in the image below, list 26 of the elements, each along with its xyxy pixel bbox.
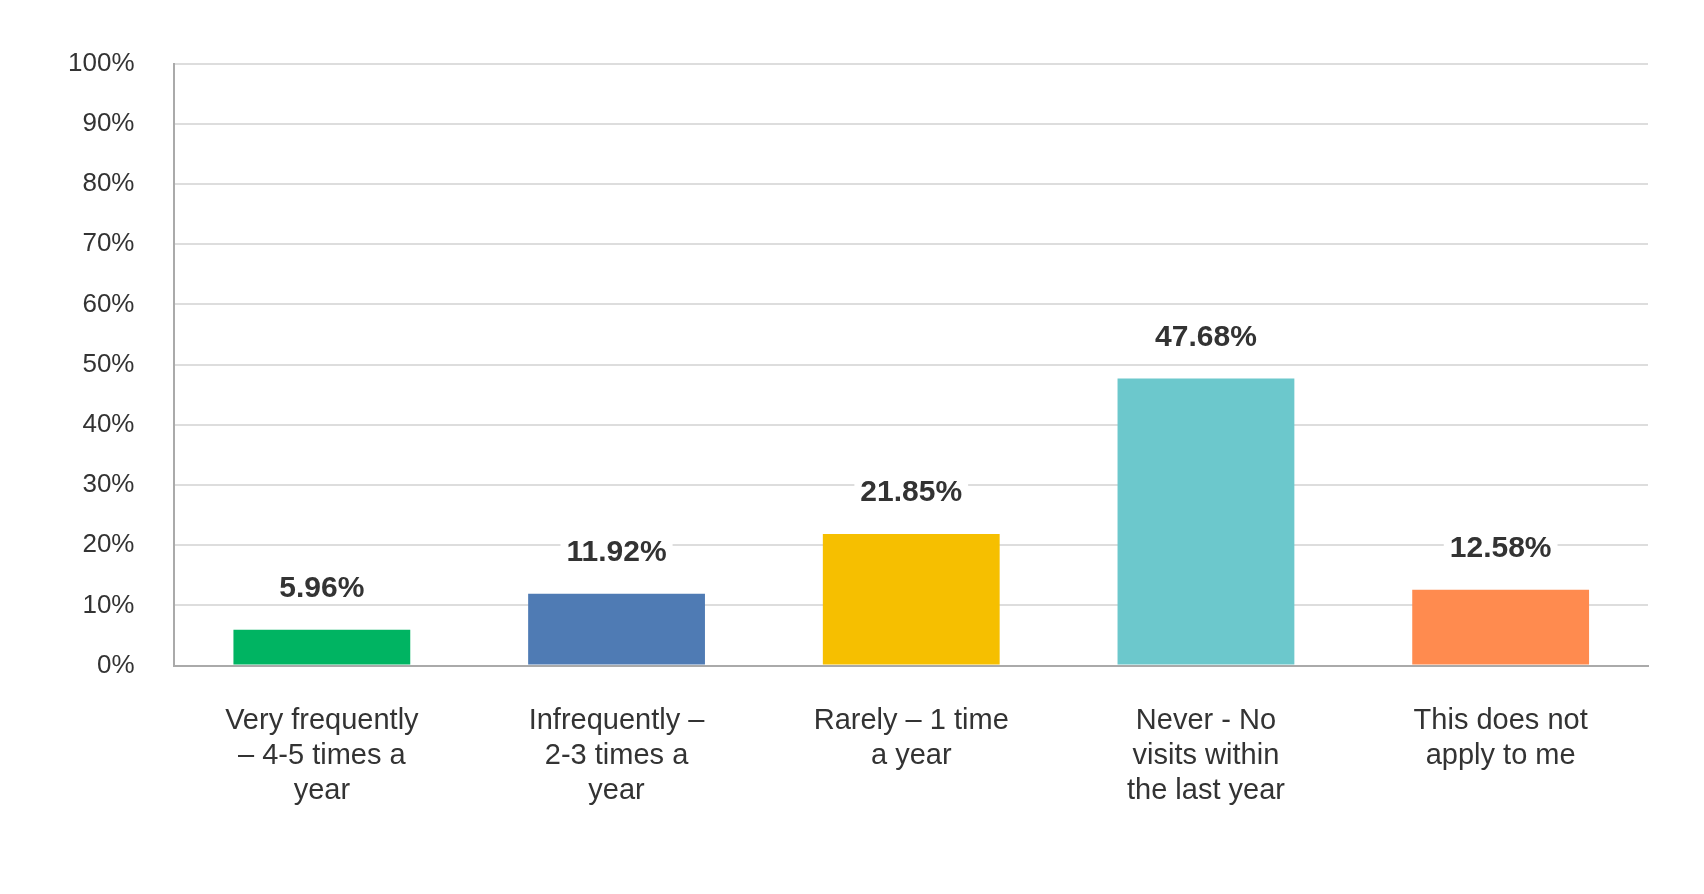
data-label: 12.58%: [1449, 530, 1552, 564]
data-label: 11.92%: [566, 534, 667, 568]
y-tick-label: 80%: [82, 167, 135, 198]
data-label: 47.68%: [1155, 318, 1257, 352]
y-tick-label: 50%: [82, 347, 135, 378]
data-label: 5.96%: [279, 569, 365, 603]
y-tick-label: 60%: [82, 287, 135, 318]
y-tick-label: 20%: [82, 528, 135, 559]
x-tick-label: Never - No visits within the last year: [1126, 703, 1286, 805]
y-tick-label: 40%: [82, 407, 135, 438]
x-tick-label: Infrequently – 2-3 times a year: [528, 703, 706, 805]
bar: [233, 629, 411, 665]
x-tick-label: Very frequently – 4-5 times a year: [225, 703, 420, 805]
y-tick-label: 100%: [68, 46, 135, 77]
x-tick-label: This does not apply to me: [1413, 703, 1588, 770]
bar: [1412, 589, 1590, 665]
bar: [1117, 378, 1295, 665]
y-tick-label: 30%: [82, 468, 135, 499]
y-tick-label: 70%: [82, 227, 135, 258]
bar: [528, 593, 705, 665]
bar: [822, 534, 1000, 665]
y-tick-label: 10%: [82, 588, 135, 619]
data-label: 21.85%: [860, 474, 963, 508]
y-tick-label: 90%: [82, 106, 135, 137]
x-tick-label: Rarely – 1 time a year: [813, 703, 1009, 770]
y-tick-label: 0%: [96, 648, 135, 679]
